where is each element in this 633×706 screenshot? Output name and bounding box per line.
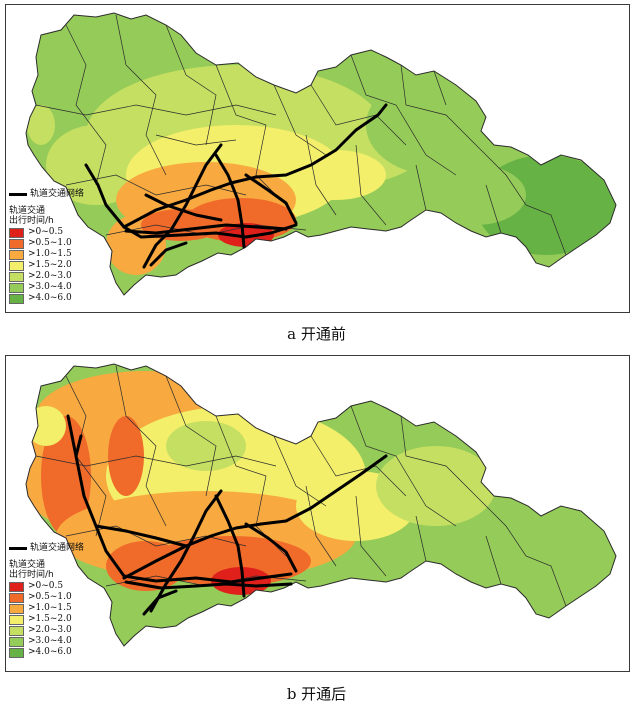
district-boundaries — [35, 14, 567, 256]
caption-before: a 开通前 — [287, 325, 346, 343]
travel-time-surface — [26, 13, 616, 295]
legend-swatch — [9, 282, 24, 293]
legend-swatch — [9, 271, 24, 282]
legend-swatch — [9, 581, 24, 592]
map-after — [25, 363, 617, 647]
rail-line-swatch — [9, 193, 27, 196]
legend-label: >0.5~1.0 — [28, 592, 72, 602]
legend-swatch — [9, 227, 24, 238]
legend-swatch — [9, 249, 24, 260]
legend-label: >0~0.5 — [28, 227, 64, 237]
rail-legend-label: 轨道交通网络 — [30, 189, 85, 199]
legend-label: >1.0~1.5 — [28, 603, 72, 613]
legend-item: >2.0~3.0 — [9, 271, 84, 282]
legend-item: >3.0~4.0 — [9, 282, 84, 293]
legend-label: >3.0~4.0 — [28, 636, 72, 646]
legend-item: >3.0~4.0 — [9, 636, 84, 647]
legend-item: >0.5~1.0 — [9, 592, 84, 603]
legend-items: >0~0.5 >0.5~1.0 >1.0~1.5 >1.5~2.0 >2.0~3.0 >3… — [9, 227, 84, 304]
legend-item: >0.5~1.0 — [9, 238, 84, 249]
rail-network — [84, 103, 388, 269]
map-panel-before: 轨道交通网络 轨道交通 出行时间/h >0~0.5 >0.5~1.0 >1.0~1.… — [5, 4, 630, 313]
rail-line-swatch — [9, 547, 27, 550]
map-panel-after: 轨道交通网络 轨道交通 出行时间/h >0~0.5 >0.5~1.0 >1.0~1.… — [5, 355, 630, 672]
legend-label: >3.0~4.0 — [28, 282, 72, 292]
legend-label: >0~0.5 — [28, 581, 64, 591]
legend-swatch — [9, 592, 24, 603]
legend-swatch — [9, 614, 24, 625]
legend-label: >4.0~6.0 — [28, 293, 72, 303]
legend-swatch — [9, 238, 24, 249]
legend-item: >0~0.5 — [9, 227, 84, 238]
legend-label: >2.0~3.0 — [28, 625, 72, 635]
legend-label: >1.0~1.5 — [28, 249, 72, 259]
legend-item: >4.0~6.0 — [9, 293, 84, 304]
caption-after: b 开通后 — [286, 685, 347, 703]
legend-label: >1.5~2.0 — [28, 614, 72, 624]
legend-before: 轨道交通网络 轨道交通 出行时间/h >0~0.5 >0.5~1.0 >1.0~1.… — [9, 190, 84, 304]
rail-legend-row: 轨道交通网络 — [9, 190, 84, 199]
legend-title-line1: 轨道交通 — [9, 206, 46, 216]
legend-items: >0~0.5 >0.5~1.0 >1.0~1.5 >1.5~2.0 >2.0~3.0 >3… — [9, 581, 84, 658]
legend-title-line1: 轨道交通 — [9, 560, 46, 570]
legend-swatch — [9, 293, 24, 304]
legend-item: >2.0~3.0 — [9, 625, 84, 636]
rail-legend-label: 轨道交通网络 — [30, 543, 85, 553]
rail-legend-row: 轨道交通网络 — [9, 544, 84, 553]
legend-swatch — [9, 647, 24, 658]
legend-item: >4.0~6.0 — [9, 647, 84, 658]
legend-item: >0~0.5 — [9, 581, 84, 592]
legend-swatch — [9, 636, 24, 647]
legend-item: >1.0~1.5 — [9, 249, 84, 260]
legend-label: >0.5~1.0 — [28, 238, 72, 248]
legend-item: >1.0~1.5 — [9, 603, 84, 614]
travel-time-surface — [26, 364, 616, 646]
legend-title-line2: 出行时间/h — [9, 570, 54, 580]
legend-label: >4.0~6.0 — [28, 647, 72, 657]
legend-label: >1.5~2.0 — [28, 260, 72, 270]
map-before — [25, 12, 617, 296]
legend-label: >2.0~3.0 — [28, 271, 72, 281]
legend-after: 轨道交通网络 轨道交通 出行时间/h >0~0.5 >0.5~1.0 >1.0~1.… — [9, 544, 84, 658]
legend-item: >1.5~2.0 — [9, 614, 84, 625]
rail-network — [66, 414, 388, 616]
legend-title-line2: 出行时间/h — [9, 216, 54, 226]
legend-swatch — [9, 625, 24, 636]
legend-swatch — [9, 603, 24, 614]
legend-swatch — [9, 260, 24, 271]
legend-item: >1.5~2.0 — [9, 260, 84, 271]
